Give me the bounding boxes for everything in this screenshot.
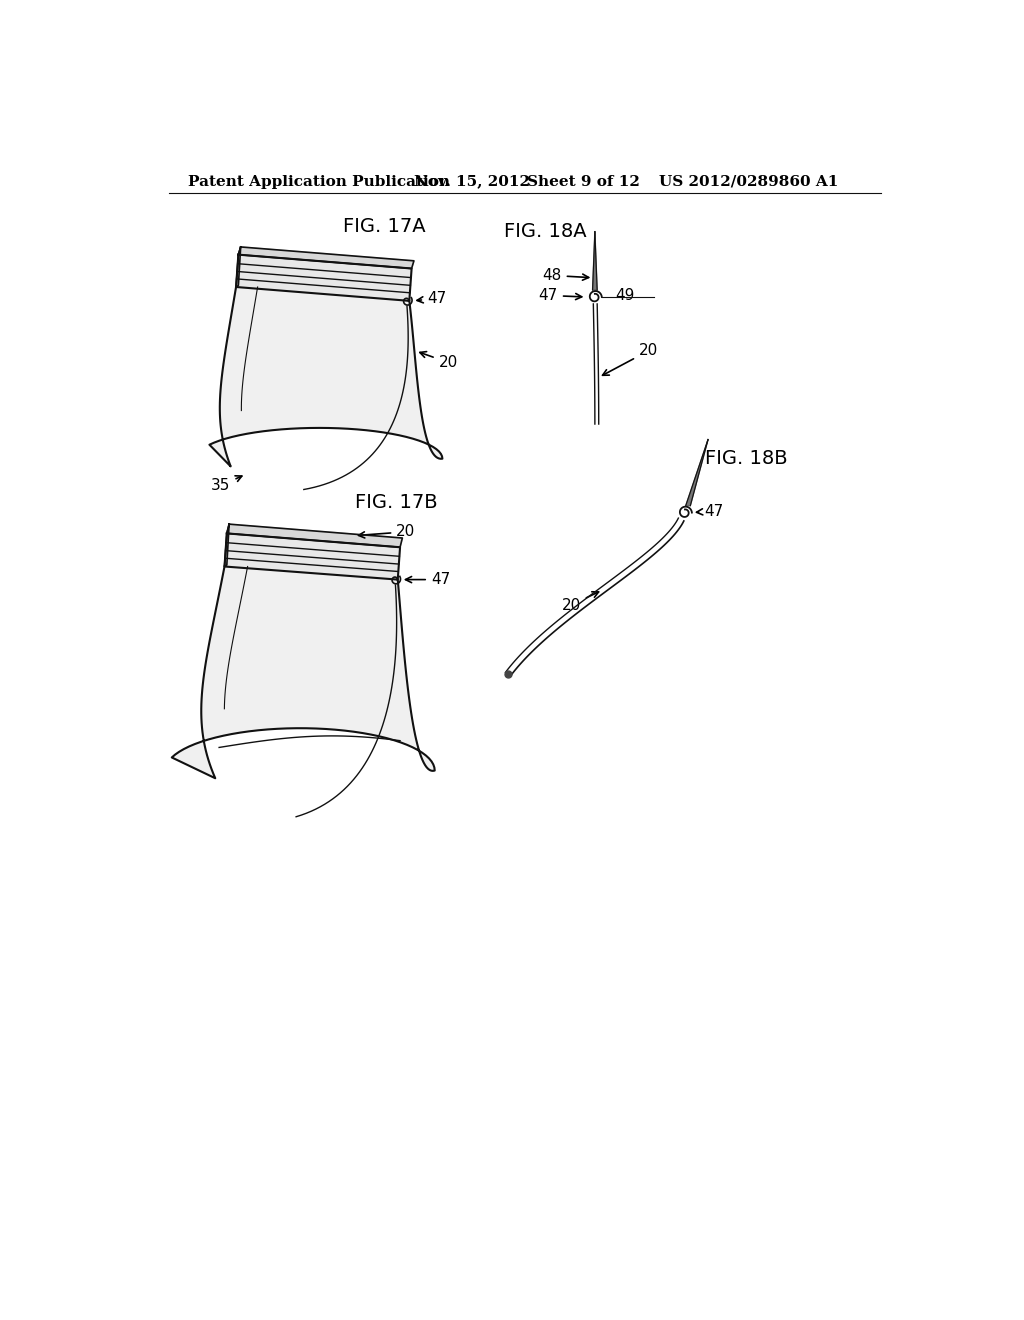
Polygon shape [172, 566, 435, 779]
Text: Patent Application Publication: Patent Application Publication [188, 174, 451, 189]
Text: FIG. 18B: FIG. 18B [706, 449, 787, 469]
Polygon shape [239, 247, 414, 268]
Text: 47: 47 [539, 288, 582, 304]
Polygon shape [237, 247, 241, 286]
Text: Nov. 15, 2012: Nov. 15, 2012 [414, 174, 530, 189]
Text: Sheet 9 of 12: Sheet 9 of 12 [527, 174, 640, 189]
Polygon shape [224, 533, 400, 579]
Text: 48: 48 [543, 268, 589, 282]
Text: 47: 47 [417, 290, 446, 306]
Text: 49: 49 [615, 288, 635, 304]
Text: FIG. 17A: FIG. 17A [343, 216, 426, 236]
Text: 47: 47 [696, 503, 724, 519]
Polygon shape [237, 255, 412, 301]
Polygon shape [686, 440, 708, 506]
Text: 20: 20 [562, 591, 599, 612]
Text: FIG. 18A: FIG. 18A [504, 222, 586, 242]
Text: 20: 20 [602, 343, 658, 375]
Text: US 2012/0289860 A1: US 2012/0289860 A1 [658, 174, 839, 189]
Text: 47: 47 [406, 572, 451, 587]
Polygon shape [226, 524, 402, 548]
Polygon shape [593, 231, 597, 290]
Polygon shape [210, 286, 442, 466]
Text: 20: 20 [420, 351, 458, 370]
Polygon shape [224, 524, 229, 566]
Text: 35: 35 [211, 475, 242, 494]
Text: FIG. 17B: FIG. 17B [355, 494, 437, 512]
Text: 20: 20 [358, 524, 416, 540]
